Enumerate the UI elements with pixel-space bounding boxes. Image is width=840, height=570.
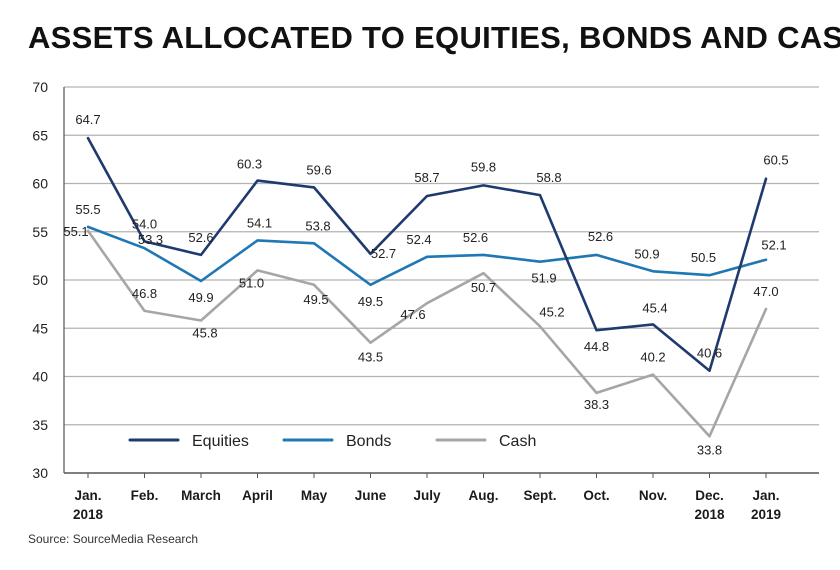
x-tick-label: Dec. [695, 488, 724, 503]
x-tick-label: Sept. [523, 488, 556, 503]
data-label: 51.0 [239, 275, 264, 290]
data-labels: 64.7 54.0 52.6 60.3 59.6 52.7 58.7 59.8 58.8 44.8… [63, 112, 788, 457]
x-tick-label: Jan. [74, 488, 101, 503]
data-label: 49.9 [188, 290, 213, 305]
x-tick-label: Jan. [752, 488, 779, 503]
data-label: 52.1 [761, 238, 786, 253]
x-tick-label: Oct. [583, 488, 609, 503]
x-tick-label: 2018 [694, 507, 725, 522]
series-line-equities [86, 136, 768, 373]
data-label: 54.1 [247, 215, 272, 230]
data-label: 60.5 [763, 153, 788, 168]
data-label: 55.5 [75, 202, 100, 217]
data-label: 45.8 [192, 326, 217, 341]
y-tick-label: 55 [32, 224, 48, 240]
x-tick-label: Aug. [469, 488, 499, 503]
data-label: 40.2 [640, 350, 665, 365]
legend-label: Equities [192, 433, 249, 450]
x-tick-label: June [355, 488, 387, 503]
data-label: 49.5 [358, 294, 383, 309]
y-tick-label: 60 [32, 176, 48, 192]
y-tick-label: 65 [32, 127, 48, 143]
x-axis: Jan. 2018 Feb. March April May June July Aug. Sep… [73, 473, 781, 522]
data-label: 58.8 [536, 170, 561, 185]
y-tick-label: 40 [32, 369, 48, 385]
data-label: 59.6 [306, 162, 331, 177]
data-label: 58.7 [414, 170, 439, 185]
data-label: 53.3 [138, 232, 163, 247]
series-line-cash [86, 229, 768, 438]
data-label: 47.6 [400, 307, 425, 322]
data-label: 52.6 [463, 230, 488, 245]
legend-label: Bonds [346, 433, 391, 450]
data-label: 43.5 [358, 350, 383, 365]
x-tick-label: July [413, 488, 441, 503]
data-label: 52.6 [588, 229, 613, 244]
data-label: 55.1 [63, 224, 88, 239]
data-label: 50.7 [471, 280, 496, 295]
x-tick-label: Nov. [639, 488, 667, 503]
x-tick-label: May [301, 488, 328, 503]
series-lines [86, 136, 768, 438]
chart-title: ASSETS ALLOCATED TO EQUITIES, BONDS AND … [28, 20, 840, 55]
x-tick-label: 2019 [751, 507, 781, 522]
x-tick-label: March [181, 488, 221, 503]
legend-label: Cash [499, 433, 536, 450]
data-label: 47.0 [753, 284, 778, 299]
y-tick-label: 45 [32, 320, 48, 336]
data-label: 50.5 [691, 250, 716, 265]
y-tick-label: 70 [32, 79, 48, 95]
data-label: 59.8 [471, 159, 496, 174]
data-label: 45.4 [642, 300, 667, 315]
data-label: 54.0 [132, 216, 157, 231]
x-tick-label: Feb. [131, 488, 159, 503]
data-label: 60.3 [237, 157, 262, 172]
data-label: 50.9 [634, 246, 659, 261]
data-label: 51.9 [531, 271, 556, 286]
x-tick-label: 2018 [73, 507, 104, 522]
data-label: 52.4 [406, 232, 431, 247]
data-label: 52.6 [188, 230, 213, 245]
data-label: 44.8 [584, 339, 609, 354]
data-label: 52.7 [371, 246, 396, 261]
data-label: 53.8 [305, 218, 330, 233]
legend: Equities Bonds Cash [128, 433, 536, 450]
data-label: 40.6 [697, 346, 722, 361]
gridlines [63, 86, 819, 474]
y-tick-label: 30 [32, 465, 48, 481]
y-tick-label: 50 [32, 272, 48, 288]
data-label: 46.8 [132, 286, 157, 301]
series-line-bonds [86, 225, 768, 287]
data-label: 64.7 [75, 112, 100, 127]
data-label: 45.2 [539, 304, 564, 319]
data-label: 33.8 [697, 442, 722, 457]
y-tick-label: 35 [32, 417, 48, 433]
x-tick-label: April [242, 488, 273, 503]
source-note: Source: SourceMedia Research [28, 532, 199, 546]
data-label: 38.3 [584, 397, 609, 412]
data-label: 49.5 [303, 292, 328, 307]
y-axis: 30 35 40 45 50 55 60 65 70 [32, 79, 48, 481]
